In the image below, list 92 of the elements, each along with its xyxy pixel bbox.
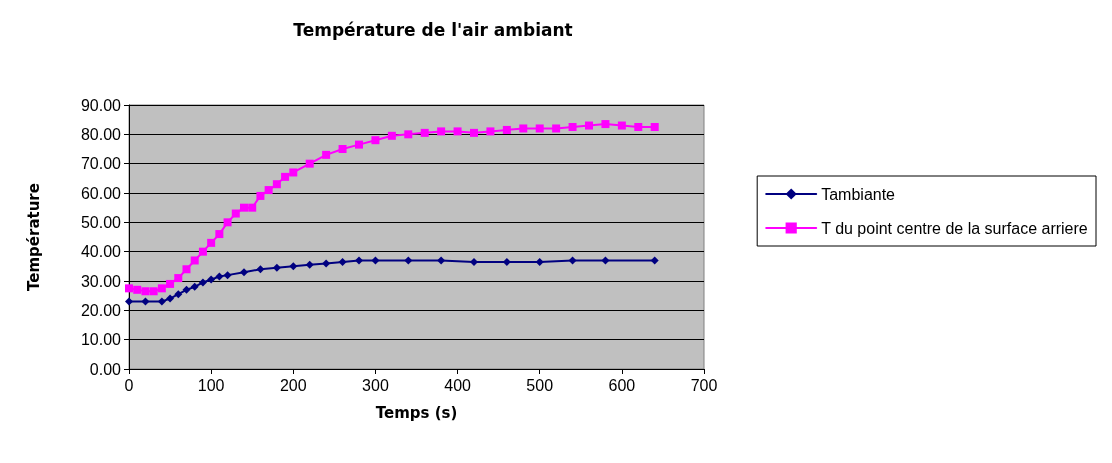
point (322, 259, 331, 268)
point (231, 209, 240, 218)
point (617, 121, 626, 130)
point (338, 257, 347, 266)
point (289, 168, 298, 177)
y-tick-label: 60.00 (80, 184, 122, 202)
point (190, 256, 199, 265)
point (182, 285, 191, 294)
point (157, 284, 166, 293)
y-axis-title: Température (24, 183, 43, 291)
legend-label: T du point centre de la surface arriere (821, 219, 1088, 237)
y-tick-label: 40.00 (80, 243, 122, 261)
x-tick-label: 700 (690, 376, 718, 394)
y-tick-label: 20.00 (80, 301, 122, 319)
point (207, 238, 216, 247)
y-tick-label: 10.00 (80, 331, 122, 349)
point (650, 256, 659, 265)
x-tick-label: 400 (444, 376, 472, 394)
y-tick-label: 90.00 (80, 96, 122, 114)
legend-label: Tambiante (821, 185, 896, 203)
point (174, 290, 183, 299)
point (387, 131, 396, 140)
point (568, 123, 577, 131)
point (166, 279, 175, 288)
point (650, 123, 659, 131)
point (240, 203, 248, 212)
y-tick-label: 0.00 (89, 360, 122, 378)
point (502, 125, 511, 134)
point (355, 140, 363, 149)
chart-title: Température de l'air ambiant (293, 19, 573, 40)
point (519, 124, 528, 133)
point (420, 128, 429, 137)
y-tick-label: 80.00 (80, 125, 122, 143)
point (486, 127, 495, 136)
point (157, 297, 166, 306)
point (264, 186, 273, 195)
point (289, 262, 298, 271)
point (125, 297, 133, 306)
point (149, 287, 158, 296)
point (470, 257, 478, 266)
x-tick-label: 500 (526, 376, 554, 394)
point (322, 150, 331, 159)
x-tick-label: 200 (279, 376, 307, 394)
point (174, 274, 183, 283)
point (207, 275, 216, 284)
point (198, 247, 207, 256)
point (248, 203, 257, 212)
point (215, 230, 224, 239)
point (601, 256, 610, 265)
point (371, 256, 380, 265)
point (141, 297, 150, 306)
point (305, 260, 314, 269)
point (585, 121, 593, 130)
point (634, 123, 643, 131)
point (404, 130, 413, 139)
x-tick-label: 300 (362, 376, 389, 394)
point (437, 256, 446, 265)
point (223, 218, 232, 227)
point (535, 124, 544, 133)
point (223, 271, 232, 280)
point (281, 172, 290, 181)
point (437, 127, 446, 136)
point (453, 127, 462, 136)
point (182, 265, 191, 274)
x-axis-title: Temps (s) (375, 403, 458, 422)
y-tick-label: 50.00 (80, 213, 122, 231)
x-tick-label: 600 (608, 376, 636, 394)
point (305, 159, 314, 168)
point (470, 128, 478, 137)
point (272, 263, 281, 272)
point (355, 256, 363, 265)
point (215, 272, 224, 281)
point (141, 287, 150, 296)
point (371, 136, 380, 145)
x-tick-label: 0 (124, 376, 134, 394)
point (601, 120, 610, 129)
y-tick-label: 30.00 (80, 272, 122, 290)
point (272, 180, 281, 189)
x-tick-label: 100 (197, 376, 225, 394)
point (552, 124, 561, 133)
point (404, 256, 413, 265)
point (256, 265, 265, 274)
point (256, 191, 265, 200)
point (240, 268, 248, 277)
y-tick-label: 70.00 (80, 155, 122, 173)
point (198, 278, 207, 287)
point (338, 145, 347, 153)
point (166, 294, 175, 303)
point (568, 256, 577, 265)
point (190, 282, 199, 291)
point (535, 257, 544, 266)
point (133, 285, 142, 294)
